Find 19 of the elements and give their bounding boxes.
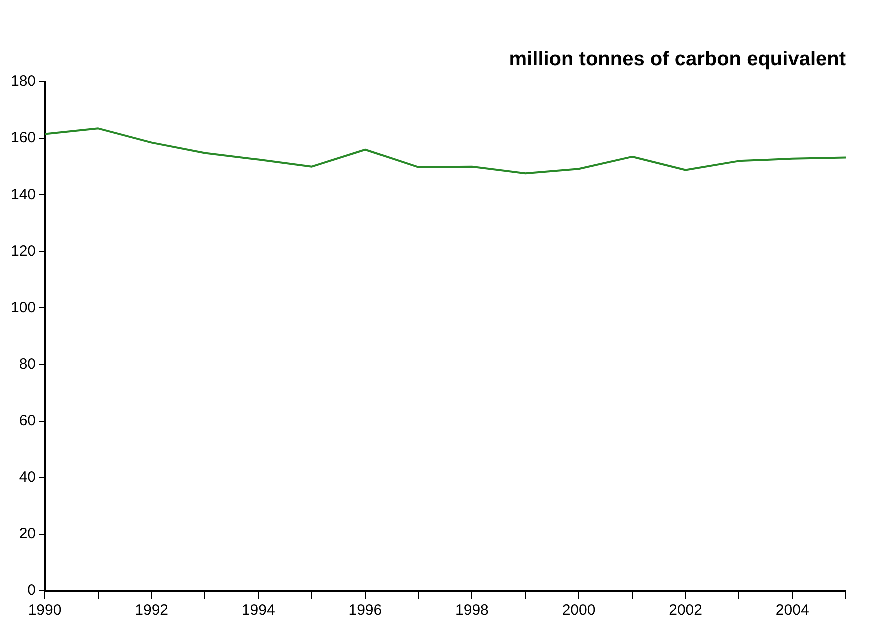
y-tick-label: 40 <box>19 469 36 486</box>
y-tick-label: 160 <box>10 130 36 147</box>
y-tick-label: 120 <box>10 242 36 260</box>
x-tick-label: 1994 <box>242 602 276 620</box>
y-tick-label: 140 <box>10 186 36 204</box>
x-tick-label: 2000 <box>562 602 596 620</box>
x-tick-label: 1998 <box>456 602 489 620</box>
y-tick-label: 60 <box>19 412 36 430</box>
chart-title: million tonnes of carbon equivalent <box>509 48 846 71</box>
y-tick-label: 20 <box>19 526 36 543</box>
x-tick-label: 1996 <box>348 602 382 620</box>
y-tick-label: 100 <box>10 299 36 316</box>
y-tick-label: 180 <box>10 73 36 90</box>
x-tick-label: 2002 <box>669 602 702 620</box>
y-tick-label: 0 <box>28 582 36 600</box>
x-tick-label: 2004 <box>776 602 810 620</box>
x-tick-label: 1990 <box>28 602 62 620</box>
y-tick-label: 80 <box>19 356 36 373</box>
x-tick-label: 1992 <box>135 602 169 620</box>
